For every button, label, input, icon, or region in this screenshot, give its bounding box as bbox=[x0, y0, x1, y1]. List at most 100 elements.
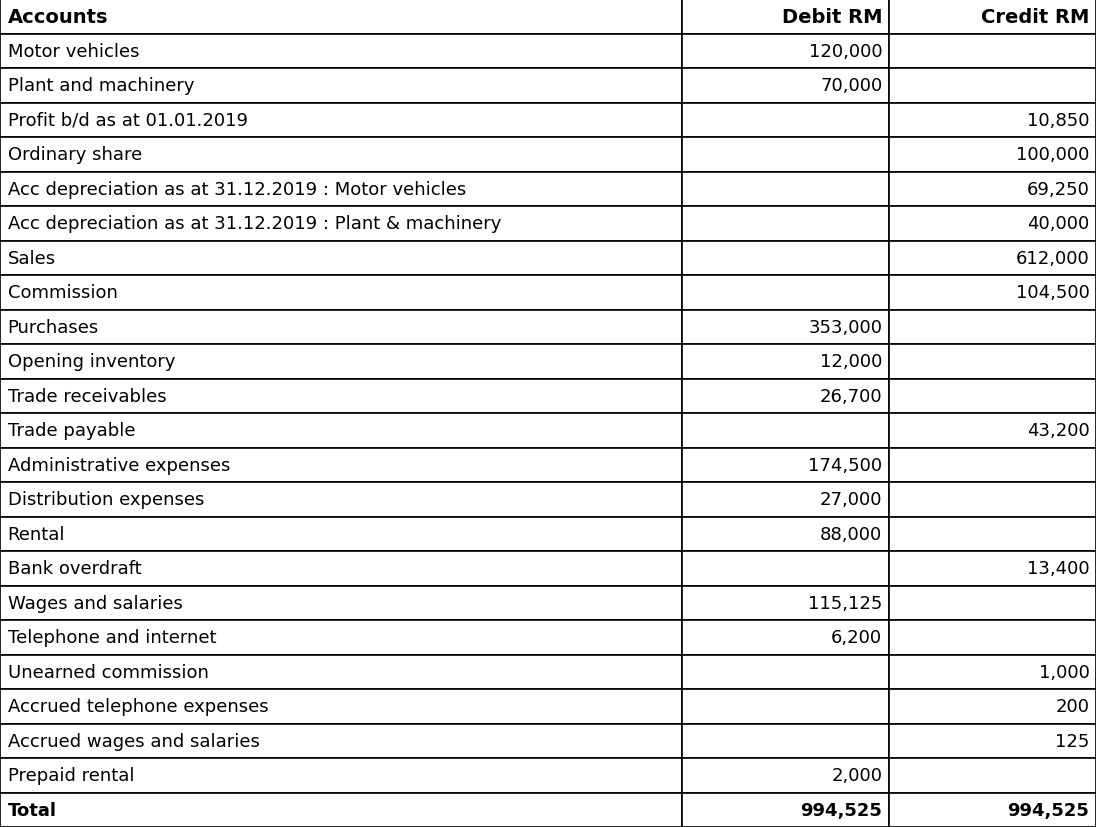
Bar bbox=[682, 103, 889, 138]
Text: Plant and machinery: Plant and machinery bbox=[8, 77, 194, 95]
Bar bbox=[682, 448, 889, 482]
Bar bbox=[0, 310, 682, 345]
Bar bbox=[0, 689, 682, 724]
Text: Trade receivables: Trade receivables bbox=[8, 387, 167, 405]
Text: 26,700: 26,700 bbox=[820, 387, 882, 405]
Bar bbox=[0, 207, 682, 241]
Bar bbox=[682, 207, 889, 241]
Text: Trade payable: Trade payable bbox=[8, 422, 135, 440]
Bar bbox=[889, 138, 1096, 172]
Text: Credit RM: Credit RM bbox=[981, 7, 1089, 26]
Text: Administrative expenses: Administrative expenses bbox=[8, 457, 230, 474]
Bar bbox=[889, 207, 1096, 241]
Bar bbox=[889, 586, 1096, 620]
Bar bbox=[0, 69, 682, 103]
Bar bbox=[682, 0, 889, 35]
Bar bbox=[889, 379, 1096, 414]
Text: Sales: Sales bbox=[8, 250, 56, 267]
Bar bbox=[889, 792, 1096, 827]
Text: 10,850: 10,850 bbox=[1027, 112, 1089, 130]
Bar bbox=[682, 310, 889, 345]
Bar bbox=[889, 345, 1096, 379]
Text: 13,400: 13,400 bbox=[1027, 560, 1089, 577]
Bar bbox=[682, 758, 889, 792]
Text: 104,500: 104,500 bbox=[1016, 284, 1089, 302]
Bar bbox=[682, 379, 889, 414]
Text: 200: 200 bbox=[1055, 697, 1089, 715]
Bar bbox=[0, 138, 682, 172]
Bar bbox=[889, 724, 1096, 758]
Bar bbox=[682, 792, 889, 827]
Bar bbox=[0, 758, 682, 792]
Bar bbox=[889, 275, 1096, 310]
Text: Unearned commission: Unearned commission bbox=[8, 663, 208, 681]
Text: 100,000: 100,000 bbox=[1016, 146, 1089, 164]
Text: Total: Total bbox=[8, 801, 57, 819]
Bar bbox=[889, 172, 1096, 207]
Text: Purchases: Purchases bbox=[8, 318, 99, 337]
Bar bbox=[889, 689, 1096, 724]
Text: 994,525: 994,525 bbox=[800, 801, 882, 819]
Bar bbox=[889, 0, 1096, 35]
Bar bbox=[0, 379, 682, 414]
Bar bbox=[889, 448, 1096, 482]
Bar bbox=[0, 0, 682, 35]
Text: Accrued wages and salaries: Accrued wages and salaries bbox=[8, 732, 260, 750]
Text: 994,525: 994,525 bbox=[1007, 801, 1089, 819]
Bar bbox=[682, 138, 889, 172]
Bar bbox=[682, 35, 889, 69]
Bar bbox=[0, 552, 682, 586]
Text: 27,000: 27,000 bbox=[820, 490, 882, 509]
Text: Ordinary share: Ordinary share bbox=[8, 146, 141, 164]
Bar bbox=[889, 103, 1096, 138]
Text: Acc depreciation as at 31.12.2019 : Motor vehicles: Acc depreciation as at 31.12.2019 : Moto… bbox=[8, 180, 466, 198]
Bar bbox=[889, 552, 1096, 586]
Text: Bank overdraft: Bank overdraft bbox=[8, 560, 141, 577]
Text: Profit b/d as at 01.01.2019: Profit b/d as at 01.01.2019 bbox=[8, 112, 248, 130]
Bar bbox=[889, 620, 1096, 655]
Bar bbox=[0, 345, 682, 379]
Bar bbox=[682, 620, 889, 655]
Bar bbox=[682, 655, 889, 689]
Text: 69,250: 69,250 bbox=[1027, 180, 1089, 198]
Bar bbox=[889, 69, 1096, 103]
Text: 120,000: 120,000 bbox=[809, 43, 882, 60]
Text: Distribution expenses: Distribution expenses bbox=[8, 490, 204, 509]
Text: 353,000: 353,000 bbox=[808, 318, 882, 337]
Bar bbox=[0, 482, 682, 517]
Bar bbox=[0, 448, 682, 482]
Text: Prepaid rental: Prepaid rental bbox=[8, 767, 134, 784]
Bar bbox=[682, 482, 889, 517]
Text: 40,000: 40,000 bbox=[1027, 215, 1089, 233]
Bar bbox=[682, 586, 889, 620]
Text: 6,200: 6,200 bbox=[831, 629, 882, 647]
Text: Rental: Rental bbox=[8, 525, 65, 543]
Text: Accounts: Accounts bbox=[8, 7, 109, 26]
Bar bbox=[889, 482, 1096, 517]
Bar bbox=[889, 758, 1096, 792]
Bar bbox=[0, 241, 682, 275]
Text: 88,000: 88,000 bbox=[820, 525, 882, 543]
Text: 1,000: 1,000 bbox=[1039, 663, 1089, 681]
Text: Motor vehicles: Motor vehicles bbox=[8, 43, 139, 60]
Text: 43,200: 43,200 bbox=[1027, 422, 1089, 440]
Bar bbox=[682, 345, 889, 379]
Bar bbox=[682, 172, 889, 207]
Bar bbox=[889, 655, 1096, 689]
Text: 2,000: 2,000 bbox=[831, 767, 882, 784]
Text: 70,000: 70,000 bbox=[820, 77, 882, 95]
Text: 612,000: 612,000 bbox=[1016, 250, 1089, 267]
Bar bbox=[889, 414, 1096, 448]
Text: Debit RM: Debit RM bbox=[781, 7, 882, 26]
Bar bbox=[682, 689, 889, 724]
Bar bbox=[0, 103, 682, 138]
Bar bbox=[682, 517, 889, 552]
Bar bbox=[889, 35, 1096, 69]
Bar bbox=[0, 275, 682, 310]
Text: 115,125: 115,125 bbox=[808, 594, 882, 612]
Bar bbox=[889, 517, 1096, 552]
Text: 174,500: 174,500 bbox=[808, 457, 882, 474]
Text: Accrued telephone expenses: Accrued telephone expenses bbox=[8, 697, 269, 715]
Bar bbox=[682, 414, 889, 448]
Bar bbox=[682, 275, 889, 310]
